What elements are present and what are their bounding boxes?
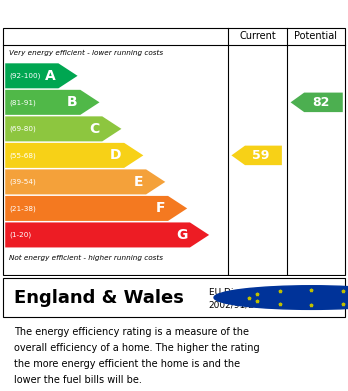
Text: B: B — [67, 95, 78, 109]
Text: (55-68): (55-68) — [9, 152, 36, 159]
Polygon shape — [5, 90, 100, 115]
Text: the more energy efficient the home is and the: the more energy efficient the home is an… — [14, 359, 240, 369]
Text: D: D — [110, 149, 121, 162]
Text: A: A — [45, 69, 56, 83]
Text: (69-80): (69-80) — [9, 126, 36, 132]
Text: F: F — [156, 201, 165, 215]
Text: Potential: Potential — [294, 31, 337, 41]
Circle shape — [214, 286, 348, 309]
Text: EU Directive: EU Directive — [209, 288, 265, 297]
Polygon shape — [5, 143, 143, 168]
Text: 2002/91/EC: 2002/91/EC — [209, 301, 261, 310]
Polygon shape — [231, 145, 282, 165]
Text: lower the fuel bills will be.: lower the fuel bills will be. — [14, 375, 142, 385]
Text: England & Wales: England & Wales — [14, 289, 184, 307]
Text: 59: 59 — [252, 149, 269, 162]
Polygon shape — [5, 63, 78, 88]
Text: (21-38): (21-38) — [9, 205, 36, 212]
Text: Not energy efficient - higher running costs: Not energy efficient - higher running co… — [9, 255, 163, 261]
Text: (81-91): (81-91) — [9, 99, 36, 106]
Polygon shape — [5, 117, 121, 142]
Polygon shape — [291, 93, 343, 112]
Text: G: G — [176, 228, 187, 242]
Text: E: E — [134, 175, 143, 189]
Text: (39-54): (39-54) — [9, 179, 36, 185]
Text: overall efficiency of a home. The higher the rating: overall efficiency of a home. The higher… — [14, 343, 260, 353]
Text: C: C — [89, 122, 100, 136]
Text: (92-100): (92-100) — [9, 73, 41, 79]
Text: The energy efficiency rating is a measure of the: The energy efficiency rating is a measur… — [14, 327, 249, 337]
Text: Energy Efficiency Rating: Energy Efficiency Rating — [7, 4, 236, 22]
Text: 82: 82 — [312, 96, 330, 109]
Polygon shape — [5, 196, 187, 221]
Polygon shape — [5, 169, 165, 194]
Text: (1-20): (1-20) — [9, 232, 32, 238]
Polygon shape — [5, 222, 209, 248]
Text: Current: Current — [239, 31, 276, 41]
Text: Very energy efficient - lower running costs: Very energy efficient - lower running co… — [9, 50, 163, 56]
